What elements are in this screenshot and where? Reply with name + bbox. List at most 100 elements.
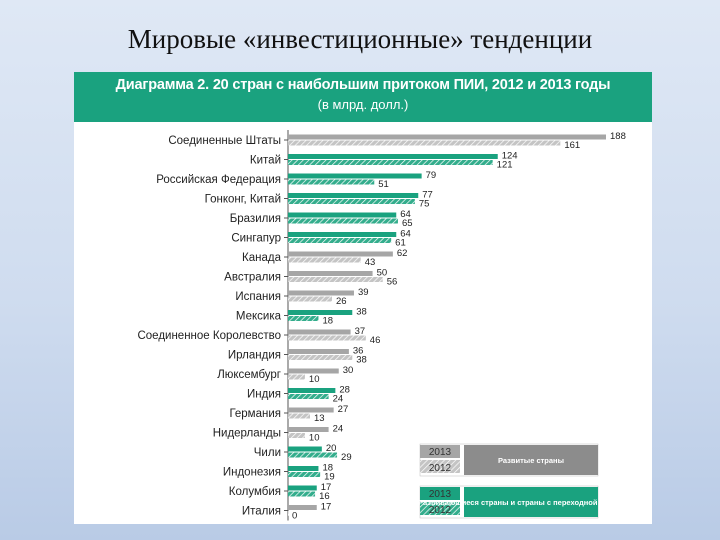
value-label-2012: 161 (564, 140, 580, 151)
bar-2013 (288, 290, 354, 296)
value-label-2013: 17 (321, 502, 332, 513)
category-label: Гонконг, Китай (205, 194, 281, 206)
value-label-2013: 50 (377, 268, 388, 279)
category-label: Бразилия (230, 213, 281, 225)
category-label: Индия (247, 389, 281, 401)
bar-2013 (288, 212, 397, 218)
legend-swatch-2012 (420, 502, 460, 515)
bar-2012 (288, 218, 398, 224)
bar-2012 (288, 160, 493, 165)
category-label: Китай (250, 155, 281, 167)
chart-frame: Диаграмма 2. 20 стран с наибольшим прито… (74, 72, 652, 524)
bar-2013 (288, 446, 322, 452)
value-label-2013: 62 (397, 248, 408, 259)
chart-title: Диаграмма 2. 20 стран с наибольшим прито… (115, 77, 611, 93)
chart-header: Диаграмма 2. 20 стран с наибольшим прито… (74, 72, 652, 122)
value-label-2012: 10 (309, 433, 320, 444)
value-label-2012: 46 (370, 335, 381, 346)
value-label-2013: 77 (422, 190, 433, 201)
value-label-2012: 18 (322, 316, 333, 327)
bar-2013 (288, 134, 606, 140)
legend-desc-bg (464, 445, 598, 475)
value-label-2013: 30 (343, 365, 354, 376)
bar-2012 (288, 511, 289, 516)
bar-2013 (288, 232, 397, 237)
chart-subtitle: (в млрд. долл.) (317, 97, 409, 112)
bar-2012 (288, 257, 361, 263)
legend-label-2012: 2012 (429, 463, 452, 474)
bar-2012 (288, 238, 392, 243)
value-label-2012: 65 (402, 218, 413, 229)
category-label: Канада (242, 252, 282, 264)
bar-2012 (288, 394, 329, 399)
legend-swatch-2013 (420, 487, 460, 500)
bar-2012 (288, 140, 561, 146)
bar-2013 (288, 154, 498, 159)
category-label: Германия (229, 408, 281, 420)
value-label-2012: 43 (365, 257, 376, 268)
category-label: Чили (254, 447, 281, 459)
legend-developed: 2013 2012 Развитые страны (419, 443, 599, 477)
bar-2013 (288, 310, 353, 315)
bar-2013 (288, 368, 339, 374)
value-label-2013: 64 (400, 209, 411, 220)
category-label: Нидерланды (213, 428, 281, 440)
value-label-2013: 20 (326, 443, 337, 454)
bar-2012 (288, 355, 353, 360)
bar-2013 (288, 388, 336, 393)
value-label-2012: 38 (356, 355, 367, 366)
value-label-2013: 79 (426, 170, 437, 181)
bar-2012 (288, 296, 332, 302)
bar-2012 (288, 374, 305, 380)
value-label-2013: 37 (355, 326, 366, 337)
value-label-2012: 51 (378, 179, 389, 190)
value-label-2012: 19 (324, 472, 335, 483)
bar-2013 (288, 193, 419, 198)
value-label-2013: 24 (333, 424, 344, 435)
bar-2012 (288, 472, 321, 477)
value-label-2012: 16 (319, 491, 330, 502)
legend-swatch-2012 (420, 460, 460, 473)
legend-label-2013: 2013 (429, 447, 452, 458)
bar-2013 (288, 407, 334, 413)
bar-2013 (288, 271, 373, 276)
value-label-2012: 61 (395, 238, 406, 249)
value-label-2012: 121 (497, 160, 513, 171)
bar-2012 (288, 277, 383, 282)
legend-description: Развитые страны (498, 456, 564, 465)
category-label: Соединенные Штаты (168, 135, 281, 147)
bar-2012 (288, 199, 415, 204)
value-label-2013: 18 (322, 463, 333, 474)
value-label-2013: 39 (358, 287, 369, 298)
bar-2013 (288, 427, 329, 432)
bar-2013 (288, 505, 317, 510)
category-label: Сингапур (231, 233, 281, 245)
slide-title: Мировые «инвестиционные» тенденции (127, 24, 593, 54)
category-label: Мексика (236, 311, 282, 323)
value-label-2013: 38 (356, 307, 367, 318)
value-label-2012: 0 (292, 511, 297, 522)
value-label-2012: 75 (419, 199, 430, 210)
category-label: Люксембург (217, 369, 281, 381)
bar-2012 (288, 335, 366, 341)
bar-2013 (288, 466, 319, 471)
value-label-2013: 17 (321, 482, 332, 493)
bar-2012 (288, 491, 316, 497)
bar-2013 (288, 173, 422, 179)
bar-2012 (288, 179, 375, 185)
bar-2013 (288, 349, 349, 354)
legend-swatch-2013 (420, 445, 460, 458)
value-label-2012: 10 (309, 374, 320, 385)
category-label: Испания (235, 291, 281, 303)
bar-2013 (288, 251, 393, 257)
value-label-2012: 56 (387, 277, 398, 288)
value-label-2012: 29 (341, 452, 352, 463)
bar-2013 (288, 485, 317, 491)
value-label-2013: 28 (339, 385, 350, 396)
category-label: Российская Федерация (156, 174, 281, 186)
bar-2012 (288, 452, 338, 458)
category-label: Соединенное Королевство (137, 330, 281, 342)
bar-2012 (288, 433, 305, 438)
category-label: Австралия (224, 272, 281, 284)
